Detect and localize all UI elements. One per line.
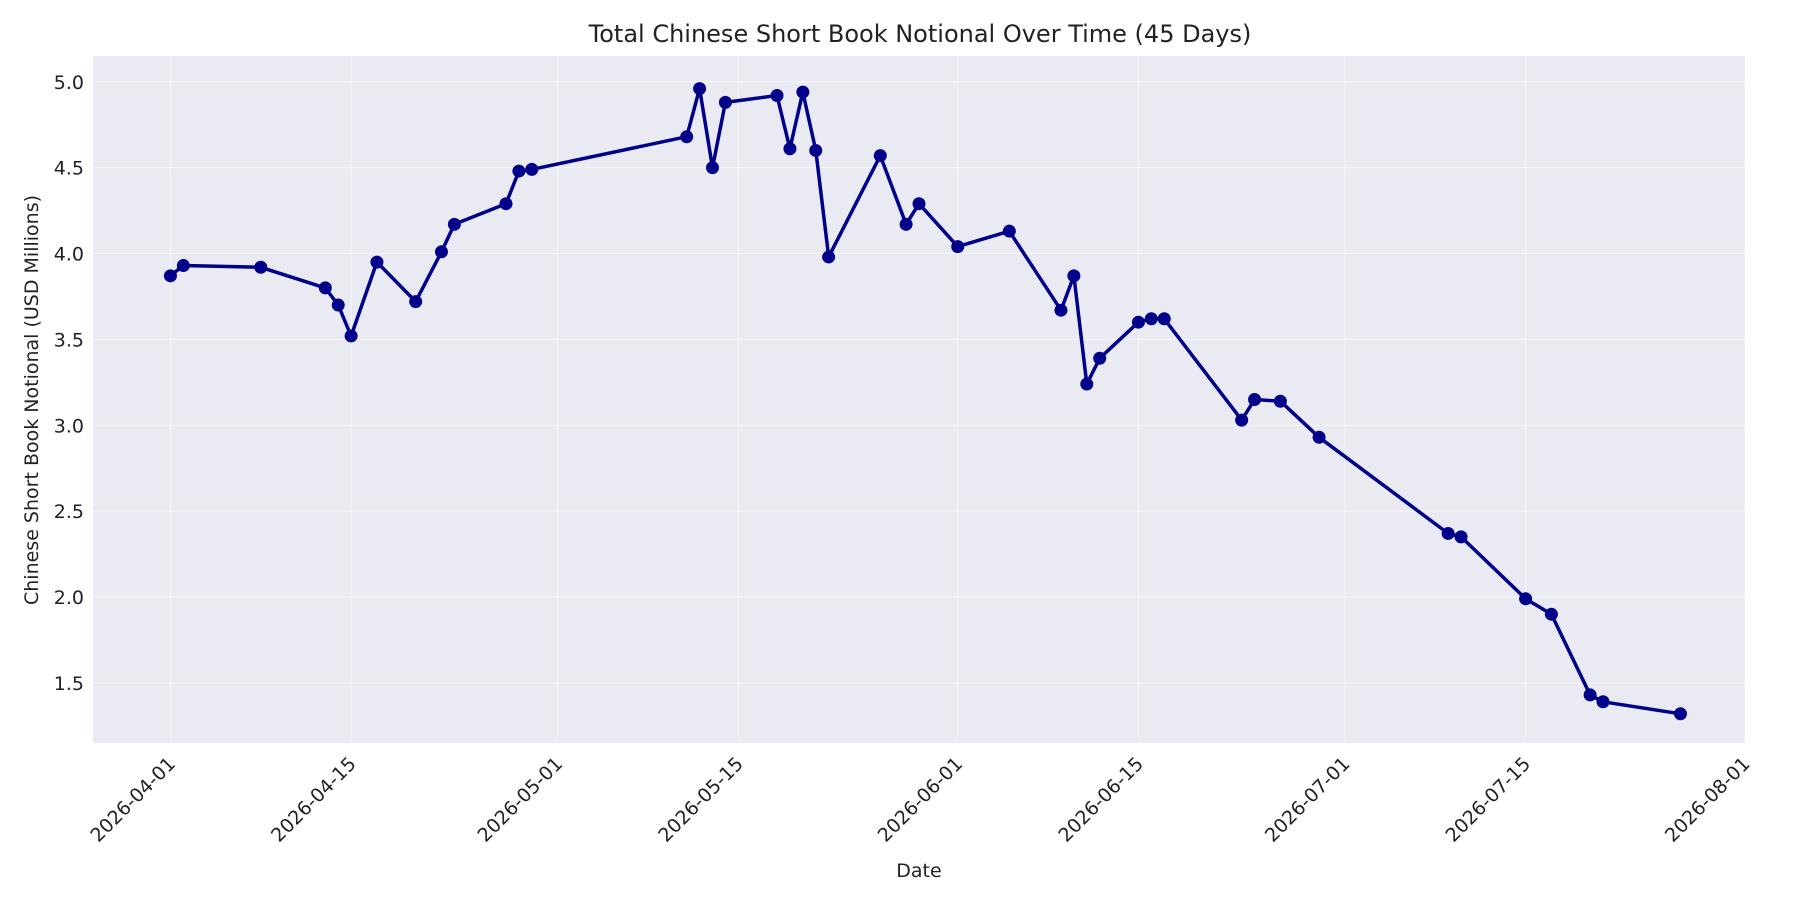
- plot-area: [93, 56, 1745, 743]
- data-point: [1454, 530, 1468, 544]
- data-points: [163, 82, 1687, 721]
- data-point: [770, 89, 784, 103]
- data-point: [1067, 269, 1081, 283]
- data-point: [693, 82, 707, 96]
- y-tick-label: 3.5: [54, 329, 84, 351]
- data-point: [254, 260, 268, 274]
- data-point: [163, 269, 177, 283]
- y-axis-ticks: 1.5 2.0 2.5 3.0 3.5 4.0 4.5 5.0: [54, 72, 84, 695]
- data-point: [1248, 393, 1262, 406]
- x-axis-label: Date: [896, 860, 941, 882]
- x-tick-label: 2026-07-15: [1441, 753, 1535, 847]
- data-point: [1596, 695, 1610, 709]
- y-tick-label: 3.0: [54, 415, 84, 437]
- x-tick-label: 2026-07-01: [1261, 753, 1355, 847]
- data-point: [1054, 303, 1068, 317]
- data-point: [434, 245, 448, 259]
- data-point: [680, 130, 694, 144]
- data-point: [873, 149, 887, 163]
- data-point: [1441, 526, 1455, 540]
- data-point: [409, 295, 423, 309]
- data-point: [1093, 351, 1107, 365]
- data-point: [344, 329, 358, 343]
- x-tick-label: 2026-05-15: [654, 753, 748, 847]
- x-tick-label: 2026-06-15: [1054, 753, 1148, 847]
- data-point: [1144, 312, 1158, 326]
- y-tick-label: 4.0: [54, 244, 84, 266]
- data-point: [899, 217, 913, 231]
- data-point: [1519, 592, 1533, 606]
- data-point: [1131, 315, 1145, 329]
- y-axis-label: Chinese Short Book Notional (USD Million…: [21, 195, 43, 605]
- data-point: [1583, 688, 1597, 702]
- data-point: [1544, 607, 1558, 621]
- x-tick-label: 2026-08-01: [1661, 753, 1755, 847]
- data-point: [370, 255, 384, 269]
- y-tick-label: 2.0: [54, 587, 84, 609]
- data-point: [331, 298, 345, 312]
- data-point: [525, 162, 539, 176]
- y-tick-label: 4.5: [54, 158, 84, 180]
- data-point: [706, 161, 719, 175]
- y-tick-label: 2.5: [54, 501, 84, 523]
- data-point: [912, 197, 926, 211]
- data-point: [499, 197, 513, 211]
- x-tick-label: 2026-05-01: [474, 753, 568, 847]
- gridlines: [93, 56, 1746, 743]
- data-point: [809, 143, 823, 157]
- data-point: [783, 142, 797, 156]
- x-tick-label: 2026-06-01: [874, 753, 968, 847]
- data-point: [1235, 413, 1249, 427]
- data-point: [1673, 707, 1687, 721]
- data-point: [512, 164, 526, 178]
- x-tick-label: 2026-04-01: [86, 753, 180, 847]
- data-point: [1002, 224, 1016, 238]
- data-point: [951, 240, 965, 254]
- data-point: [1080, 377, 1094, 391]
- y-tick-label: 1.5: [54, 673, 84, 695]
- data-point: [1157, 312, 1171, 326]
- data-point: [447, 217, 461, 231]
- y-tick-label: 5.0: [54, 72, 84, 94]
- data-point: [718, 95, 732, 109]
- chart-title: Total Chinese Short Book Notional Over T…: [588, 20, 1252, 48]
- data-point: [1312, 430, 1326, 444]
- data-point: [176, 259, 190, 273]
- x-axis-ticks: 2026-04-01 2026-04-15 2026-05-01 2026-05-15…: [86, 753, 1754, 847]
- data-point: [796, 85, 810, 99]
- data-point: [1273, 394, 1287, 408]
- data-point: [318, 281, 332, 295]
- data-point: [822, 250, 836, 264]
- x-tick-label: 2026-04-15: [267, 753, 361, 847]
